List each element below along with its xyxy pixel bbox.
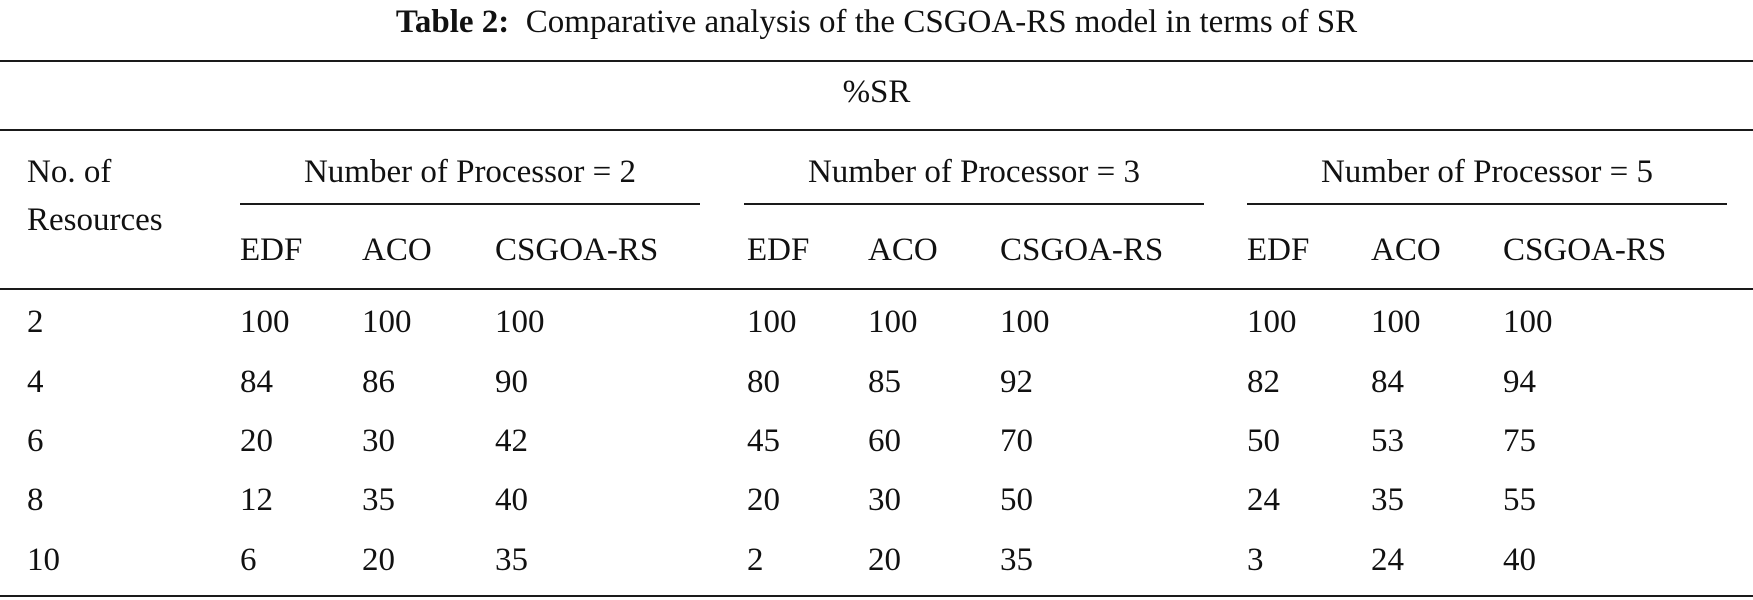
bottom-rule [0,595,1753,597]
value-cell: 100 [1503,304,1553,340]
header-rule [0,288,1753,290]
group-header-processor-2: Number of Processor = 2 [303,154,637,190]
column-header: CSGOA-RS [1000,232,1164,268]
value-cell: 100 [240,304,290,340]
value-cell: 84 [1371,364,1404,400]
column-header: EDF [747,232,810,268]
value-cell: 86 [362,364,395,400]
column-header: ACO [1371,232,1441,268]
column-header: ACO [868,232,938,268]
value-cell: 50 [1000,482,1033,518]
value-cell: 35 [1000,542,1033,578]
value-cell: 70 [1000,423,1033,459]
column-header: EDF [240,232,303,268]
value-cell: 20 [362,542,395,578]
value-cell: 3 [1247,542,1264,578]
column-header: CSGOA-RS [495,232,659,268]
value-cell: 84 [240,364,273,400]
group-rule-processor-5 [1247,203,1727,205]
value-cell: 82 [1247,364,1280,400]
value-cell: 100 [362,304,412,340]
resources-cell: 8 [27,482,44,518]
value-cell: 42 [495,423,528,459]
value-cell: 60 [868,423,901,459]
resources-cell: 6 [27,423,44,459]
value-cell: 6 [240,542,257,578]
top-rule [0,60,1753,62]
value-cell: 100 [1000,304,1050,340]
group-header-processor-5: Number of Processor = 5 [1320,154,1654,190]
value-cell: 50 [1247,423,1280,459]
value-cell: 75 [1503,423,1536,459]
value-cell: 20 [747,482,780,518]
value-cell: 100 [495,304,545,340]
value-cell: 100 [747,304,797,340]
value-cell: 55 [1503,482,1536,518]
value-cell: 92 [1000,364,1033,400]
group-rule-processor-3 [744,203,1204,205]
column-header: ACO [362,232,432,268]
value-cell: 20 [868,542,901,578]
value-cell: 2 [747,542,764,578]
value-cell: 20 [240,423,273,459]
value-cell: 35 [362,482,395,518]
value-cell: 40 [495,482,528,518]
caption-label: Table 2: [395,4,510,40]
caption-text: Comparative analysis of the CSGOA-RS mod… [525,4,1358,40]
value-cell: 40 [1503,542,1536,578]
value-cell: 24 [1247,482,1280,518]
value-cell: 100 [1371,304,1421,340]
column-header: CSGOA-RS [1503,232,1667,268]
resources-cell: 2 [27,304,44,340]
value-cell: 30 [362,423,395,459]
super-header-rule [0,129,1753,131]
value-cell: 100 [868,304,918,340]
value-cell: 45 [747,423,780,459]
table-caption: Table 2: Comparative analysis of the CSG… [0,0,1753,44]
row-header-line-2: Resources [27,202,163,238]
value-cell: 24 [1371,542,1404,578]
group-rule-processor-2 [240,203,700,205]
value-cell: 100 [1247,304,1297,340]
value-cell: 12 [240,482,273,518]
value-cell: 35 [495,542,528,578]
super-header: %SR [842,74,911,110]
value-cell: 30 [868,482,901,518]
value-cell: 80 [747,364,780,400]
column-header: EDF [1247,232,1310,268]
value-cell: 85 [868,364,901,400]
value-cell: 94 [1503,364,1536,400]
value-cell: 35 [1371,482,1404,518]
value-cell: 90 [495,364,528,400]
value-cell: 53 [1371,423,1404,459]
resources-cell: 10 [27,542,60,578]
resources-cell: 4 [27,364,44,400]
group-header-processor-3: Number of Processor = 3 [807,154,1141,190]
row-header-line-1: No. of [27,154,112,190]
